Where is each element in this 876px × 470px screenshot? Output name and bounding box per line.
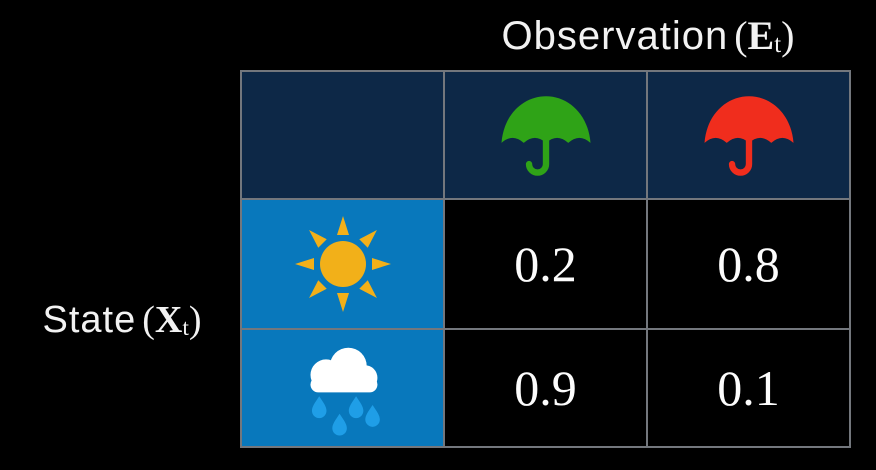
sun-icon: [294, 216, 391, 312]
observation-variable: (Et): [734, 13, 795, 58]
observation-word: Observation: [501, 14, 729, 58]
prob-sun-green: 0.2: [445, 200, 646, 328]
column-header-umbrella-green: [445, 72, 646, 198]
emission-probability-table: 0.2 0.8 0.9 0.1: [240, 70, 851, 448]
rain-cloud-icon: [310, 347, 380, 436]
prob-sun-red: 0.8: [648, 200, 849, 328]
state-word: State: [42, 299, 137, 341]
state-header-label: State (Xt): [0, 298, 244, 342]
umbrella-red-icon: [704, 95, 793, 176]
prob-rain-green: 0.9: [445, 330, 646, 446]
corner-cell: [242, 72, 443, 198]
row-header-sun: [242, 200, 443, 328]
observation-header-label: Observation (Et): [443, 12, 853, 59]
row-header-rain: [242, 330, 443, 446]
prob-rain-red: 0.1: [648, 330, 849, 446]
column-header-umbrella-red: [648, 72, 849, 198]
umbrella-green-icon: [501, 95, 590, 176]
state-variable: (Xt): [142, 299, 202, 341]
raindrops: [311, 395, 380, 436]
